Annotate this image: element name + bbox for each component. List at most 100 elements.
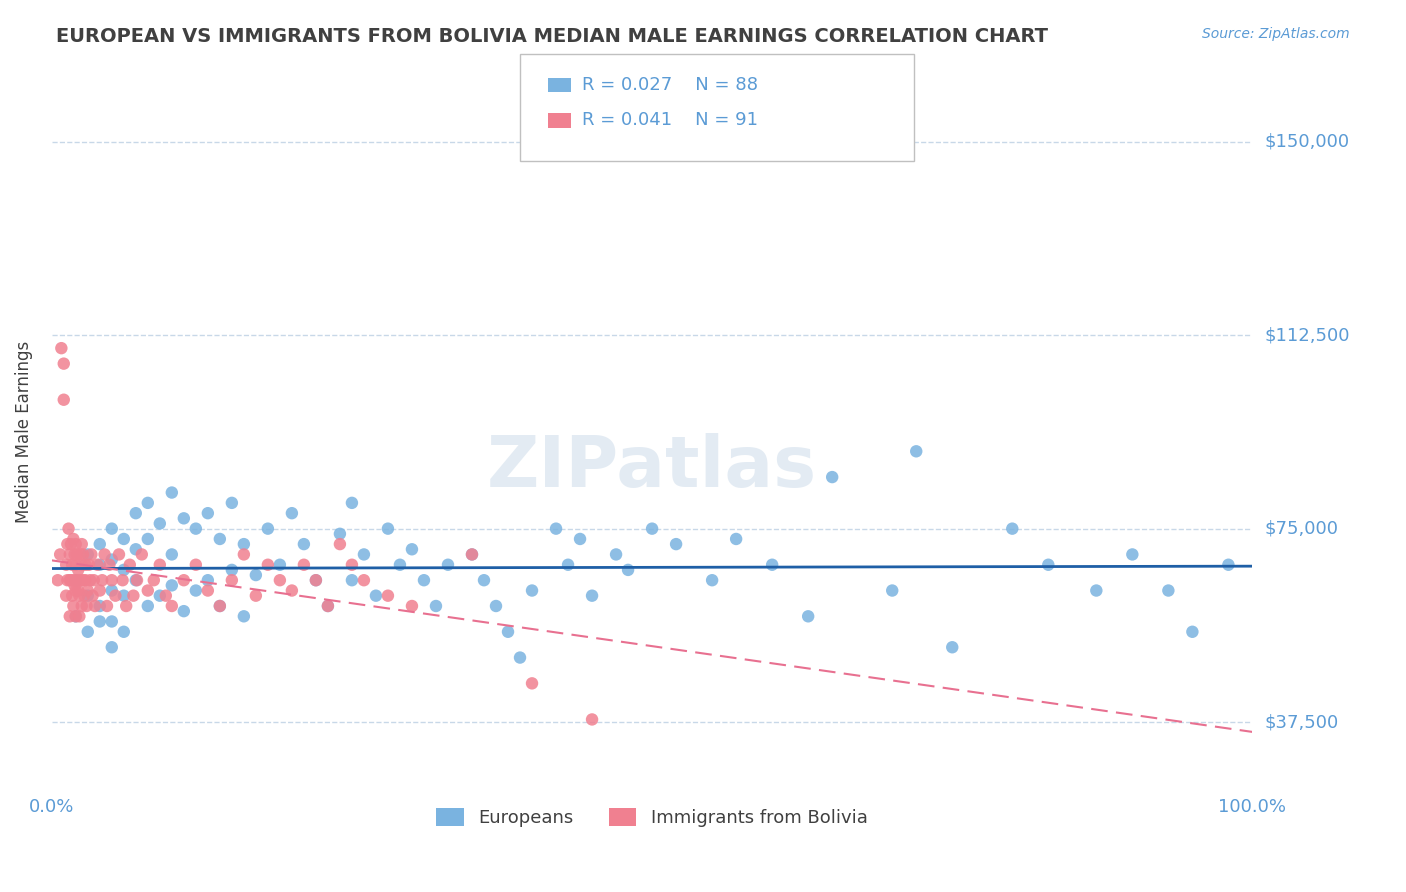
Europeans — [112, 589, 135, 603]
Immigrants from Bolivia — [49, 548, 72, 562]
Immigrants from Bolivia — [104, 589, 127, 603]
Immigrants from Bolivia — [353, 573, 375, 587]
Immigrants from Bolivia — [62, 573, 84, 587]
Europeans — [197, 573, 219, 587]
Immigrants from Bolivia — [65, 583, 87, 598]
Text: R = 0.027    N = 88: R = 0.027 N = 88 — [582, 76, 758, 94]
Immigrants from Bolivia — [63, 578, 86, 592]
Immigrants from Bolivia — [149, 558, 172, 572]
Europeans — [101, 583, 124, 598]
Europeans — [1121, 548, 1143, 562]
Immigrants from Bolivia — [329, 537, 352, 551]
Immigrants from Bolivia — [70, 599, 93, 613]
Europeans — [581, 589, 603, 603]
Immigrants from Bolivia — [55, 558, 77, 572]
Immigrants from Bolivia — [59, 537, 82, 551]
Europeans — [112, 563, 135, 577]
Europeans — [173, 604, 195, 618]
Immigrants from Bolivia — [62, 599, 84, 613]
Immigrants from Bolivia — [75, 573, 97, 587]
Immigrants from Bolivia — [51, 341, 73, 355]
Immigrants from Bolivia — [76, 583, 98, 598]
Immigrants from Bolivia — [83, 573, 105, 587]
Immigrants from Bolivia — [65, 537, 87, 551]
Immigrants from Bolivia — [76, 599, 98, 613]
Immigrants from Bolivia — [160, 599, 183, 613]
Europeans — [340, 573, 363, 587]
Immigrants from Bolivia — [59, 609, 82, 624]
Europeans — [941, 640, 963, 655]
Europeans — [245, 568, 267, 582]
Immigrants from Bolivia — [70, 558, 93, 572]
Immigrants from Bolivia — [69, 548, 91, 562]
Immigrants from Bolivia — [80, 548, 103, 562]
Immigrants from Bolivia — [142, 573, 165, 587]
Immigrants from Bolivia — [86, 558, 108, 572]
Immigrants from Bolivia — [70, 537, 93, 551]
Immigrants from Bolivia — [155, 589, 177, 603]
Europeans — [665, 537, 688, 551]
Immigrants from Bolivia — [59, 548, 82, 562]
Text: $75,000: $75,000 — [1264, 520, 1339, 538]
Europeans — [269, 558, 291, 572]
Europeans — [76, 624, 98, 639]
Europeans — [232, 537, 254, 551]
Europeans — [509, 650, 531, 665]
Europeans — [340, 496, 363, 510]
Immigrants from Bolivia — [72, 573, 94, 587]
Europeans — [136, 599, 159, 613]
Europeans — [125, 506, 148, 520]
Immigrants from Bolivia — [292, 558, 315, 572]
Europeans — [1038, 558, 1060, 572]
Immigrants from Bolivia — [401, 599, 423, 613]
Immigrants from Bolivia — [63, 548, 86, 562]
Europeans — [257, 522, 280, 536]
Europeans — [173, 511, 195, 525]
Immigrants from Bolivia — [118, 558, 141, 572]
Europeans — [496, 624, 519, 639]
Europeans — [125, 573, 148, 587]
Immigrants from Bolivia — [79, 573, 101, 587]
Immigrants from Bolivia — [115, 599, 138, 613]
Text: $37,500: $37,500 — [1264, 713, 1339, 731]
Europeans — [1001, 522, 1024, 536]
Immigrants from Bolivia — [581, 713, 603, 727]
Legend: Europeans, Immigrants from Bolivia: Europeans, Immigrants from Bolivia — [429, 800, 875, 834]
Europeans — [65, 573, 87, 587]
Europeans — [160, 578, 183, 592]
Europeans — [76, 589, 98, 603]
Immigrants from Bolivia — [62, 532, 84, 546]
Europeans — [1181, 624, 1204, 639]
Europeans — [401, 542, 423, 557]
Europeans — [149, 516, 172, 531]
Immigrants from Bolivia — [108, 548, 131, 562]
Europeans — [89, 599, 111, 613]
Europeans — [364, 589, 387, 603]
Europeans — [89, 537, 111, 551]
Immigrants from Bolivia — [461, 548, 484, 562]
Europeans — [65, 609, 87, 624]
Europeans — [149, 589, 172, 603]
Europeans — [329, 526, 352, 541]
Immigrants from Bolivia — [69, 573, 91, 587]
Europeans — [544, 522, 567, 536]
Immigrants from Bolivia — [52, 357, 75, 371]
Immigrants from Bolivia — [77, 558, 100, 572]
Europeans — [882, 583, 904, 598]
Europeans — [1218, 558, 1240, 572]
Y-axis label: Median Male Earnings: Median Male Earnings — [15, 341, 32, 523]
Europeans — [221, 563, 243, 577]
Immigrants from Bolivia — [257, 558, 280, 572]
Immigrants from Bolivia — [316, 599, 339, 613]
Immigrants from Bolivia — [96, 599, 118, 613]
Europeans — [388, 558, 411, 572]
Europeans — [184, 522, 207, 536]
Immigrants from Bolivia — [58, 522, 80, 536]
Text: $150,000: $150,000 — [1264, 133, 1350, 151]
Europeans — [101, 640, 124, 655]
Immigrants from Bolivia — [340, 558, 363, 572]
Europeans — [472, 573, 495, 587]
Immigrants from Bolivia — [245, 589, 267, 603]
Immigrants from Bolivia — [197, 583, 219, 598]
Immigrants from Bolivia — [60, 558, 83, 572]
